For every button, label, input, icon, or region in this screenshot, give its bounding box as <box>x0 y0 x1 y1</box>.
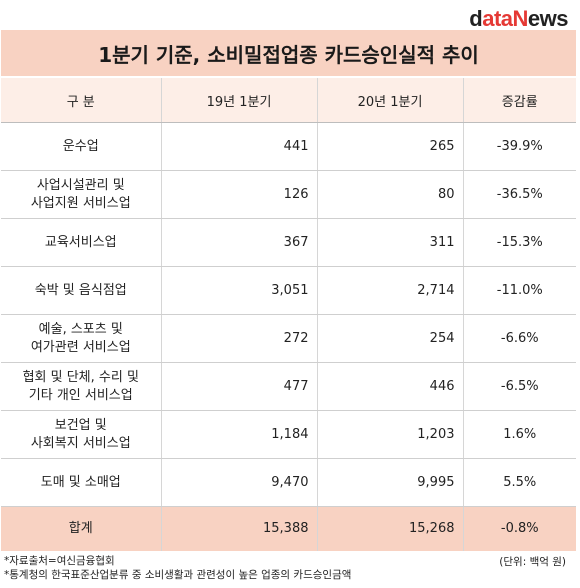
industry-name: 예술, 스포츠 및 여가관련 서비스업 <box>1 314 161 363</box>
value-2019q1: 9,470 <box>160 458 317 507</box>
unit-note: (단위: 백억 원) <box>499 556 566 568</box>
value-2019q1: 3,051 <box>160 266 317 315</box>
header-row: 구 분 19년 1분기 20년 1분기 증감률 <box>1 78 576 123</box>
card-approval-table: 구 분 19년 1분기 20년 1분기 증감률 운수업 441 265 -39.… <box>1 78 576 551</box>
change-rate: -6.6% <box>462 314 576 363</box>
industry-name: 협회 및 단체, 수리 및 기타 개인 서비스업 <box>1 362 161 411</box>
industry-name: 숙박 및 음식점업 <box>1 266 161 315</box>
value-2020q1: 254 <box>316 314 463 363</box>
change-rate: 1.6% <box>462 410 576 459</box>
footnotes: *자료출처=여신금융협회 *통계청의 한국표준산업분류 중 소비생활과 관련성이… <box>4 554 351 582</box>
value-2020q1: 80 <box>316 170 463 219</box>
value-2020q1: 2,714 <box>316 266 463 315</box>
classification-note: *통계청의 한국표준산업분류 중 소비생활과 관련성이 높은 업종의 카드승인금… <box>4 569 352 581</box>
total-2019q1: 15,388 <box>160 506 317 551</box>
table-row: 사업시설관리 및 사업지원 서비스업 126 80 -36.5% <box>1 170 576 219</box>
header-2019q1: 19년 1분기 <box>160 78 317 123</box>
datanews-logo: dataNews <box>469 6 568 31</box>
change-rate: -39.9% <box>462 122 576 171</box>
header-change-rate: 증감률 <box>462 78 576 123</box>
table-row: 숙박 및 음식점업 3,051 2,714 -11.0% <box>1 266 576 315</box>
total-row: 합계 15,388 15,268 -0.8% <box>1 506 576 551</box>
industry-name: 교육서비스업 <box>1 218 161 267</box>
value-2020q1: 1,203 <box>316 410 463 459</box>
value-2020q1: 265 <box>316 122 463 171</box>
table-row: 보건업 및 사회복지 서비스업 1,184 1,203 1.6% <box>1 410 576 459</box>
change-rate: -6.5% <box>462 362 576 411</box>
value-2020q1: 9,995 <box>316 458 463 507</box>
source-note: *자료출처=여신금융협회 <box>4 555 115 567</box>
industry-name: 도매 및 소매업 <box>1 458 161 507</box>
value-2019q1: 477 <box>160 362 317 411</box>
table-title: 1분기 기준, 소비밀접업종 카드승인실적 추이 <box>1 30 576 76</box>
table-row: 교육서비스업 367 311 -15.3% <box>1 218 576 267</box>
value-2019q1: 441 <box>160 122 317 171</box>
table-row: 도매 및 소매업 9,470 9,995 5.5% <box>1 458 576 507</box>
header-category: 구 분 <box>1 78 161 123</box>
industry-name: 보건업 및 사회복지 서비스업 <box>1 410 161 459</box>
table-row: 협회 및 단체, 수리 및 기타 개인 서비스업 477 446 -6.5% <box>1 362 576 411</box>
change-rate: 5.5% <box>462 458 576 507</box>
industry-name: 운수업 <box>1 122 161 171</box>
total-label: 합계 <box>1 506 161 551</box>
value-2019q1: 272 <box>160 314 317 363</box>
change-rate: -36.5% <box>462 170 576 219</box>
table-row: 운수업 441 265 -39.9% <box>1 122 576 171</box>
value-2020q1: 311 <box>316 218 463 267</box>
value-2019q1: 367 <box>160 218 317 267</box>
table-row: 예술, 스포츠 및 여가관련 서비스업 272 254 -6.6% <box>1 314 576 363</box>
value-2019q1: 126 <box>160 170 317 219</box>
total-change-rate: -0.8% <box>462 506 576 551</box>
header-2020q1: 20년 1분기 <box>316 78 463 123</box>
industry-name: 사업시설관리 및 사업지원 서비스업 <box>1 170 161 219</box>
change-rate: -15.3% <box>462 218 576 267</box>
total-2020q1: 15,268 <box>316 506 463 551</box>
value-2019q1: 1,184 <box>160 410 317 459</box>
change-rate: -11.0% <box>462 266 576 315</box>
value-2020q1: 446 <box>316 362 463 411</box>
